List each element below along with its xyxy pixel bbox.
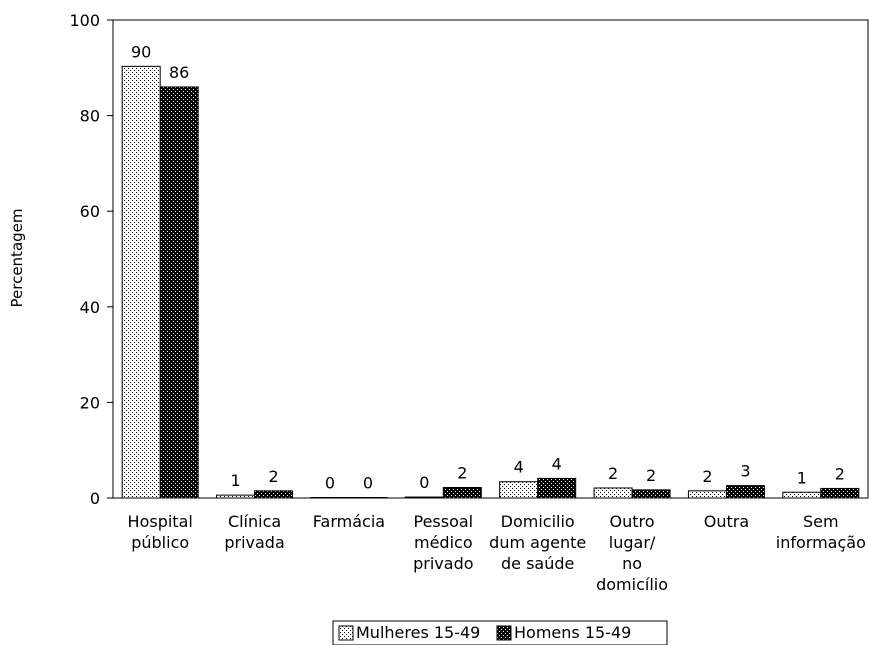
y-axis-label: Percentagem [8,209,26,308]
category-label-line: Pessoal [413,512,473,531]
legend-label-mulheres: Mulheres 15-49 [356,623,480,642]
y-tick-label: 60 [80,202,100,221]
bar-value-label: 1 [797,468,807,487]
category-label-line: informação [776,533,866,552]
plot-frame [112,19,869,499]
bar-mulheres [499,481,539,499]
bar-homens [537,477,577,499]
bar-value-label: 2 [457,463,467,482]
bar-value-label: 2 [835,464,845,483]
bar-mulheres [121,65,161,499]
category-label-line: Farmácia [313,512,385,531]
bar-value-label: 0 [363,474,373,493]
legend-swatch-homens [496,625,512,641]
category-label-line: privada [224,533,284,552]
category-label-line: Outra [704,512,749,531]
bar-homens [725,485,765,499]
category-label-line: médico [414,533,473,552]
bar-homens [820,487,860,499]
bar-value-label: 3 [740,462,750,481]
y-tick-label: 0 [90,489,100,508]
category-labels: Hospital público Clínica privada Farmácia Pes… [128,512,866,594]
category-label: Sem informação [776,512,866,552]
category-label-line: privado [413,554,473,573]
category-label: Outra [704,512,749,531]
category-label-line: lugar/ [609,533,656,552]
legend-swatch-mulheres [338,625,354,641]
category-label-line: Hospital [128,512,193,531]
category-label: Outro lugar/no domicílio [596,512,668,594]
category-label-line: Clínica [228,512,281,531]
legend-box [332,620,668,645]
category-label: Clínica privada [224,512,284,552]
bar-value-label: 2 [702,467,712,486]
bar-value-label: 90 [131,42,151,61]
y-tick-label: 20 [80,393,100,412]
category-label-line: domicílio [596,575,668,594]
bar-value-label: 2 [646,466,656,485]
legend-label-homens: Homens 15-49 [514,623,631,642]
bar-homens [254,490,294,499]
category-label: Domicilio dum agente de saúde [489,512,586,573]
category-label-line: dum agente [489,533,586,552]
bar-homens [159,86,199,499]
bar-homens [631,489,671,499]
bar-mulheres [782,491,822,499]
category-label-line: público [131,533,189,552]
bar-mulheres [593,487,633,499]
y-tick-label: 80 [80,107,100,126]
bar-value-label: 2 [268,467,278,486]
bar-value-label: 86 [169,63,189,82]
category-label-line: no [622,554,642,573]
legend: Mulheres 15-49 Homens 15-49 [332,620,668,645]
category-label: Hospital público [128,512,193,552]
bar-value-label: 2 [608,464,618,483]
bars [121,65,860,499]
y-axis-ticks: 0 20 40 60 80 100 [69,11,113,508]
category-label-line: de saúde [501,554,574,573]
bar-value-label: 1 [230,471,240,490]
y-tick-label: 100 [69,11,100,30]
category-label: Farmácia [313,512,385,531]
bar-value-label: 0 [325,474,335,493]
category-label-line: Sem [803,512,839,531]
bar-mulheres [687,490,727,499]
bar-value-label: 0 [419,473,429,492]
category-label-line: Outro [610,512,655,531]
category-label-line: Domicilio [501,512,575,531]
bar-value-label: 4 [552,454,562,473]
value-labels: 90 1 0 0 4 2 2 1 86 2 0 2 4 2 3 2 [131,42,845,492]
category-label: Pessoal médico privado [413,512,473,573]
bar-value-label: 4 [514,458,524,477]
bar-homens [442,486,482,499]
y-tick-label: 40 [80,298,100,317]
